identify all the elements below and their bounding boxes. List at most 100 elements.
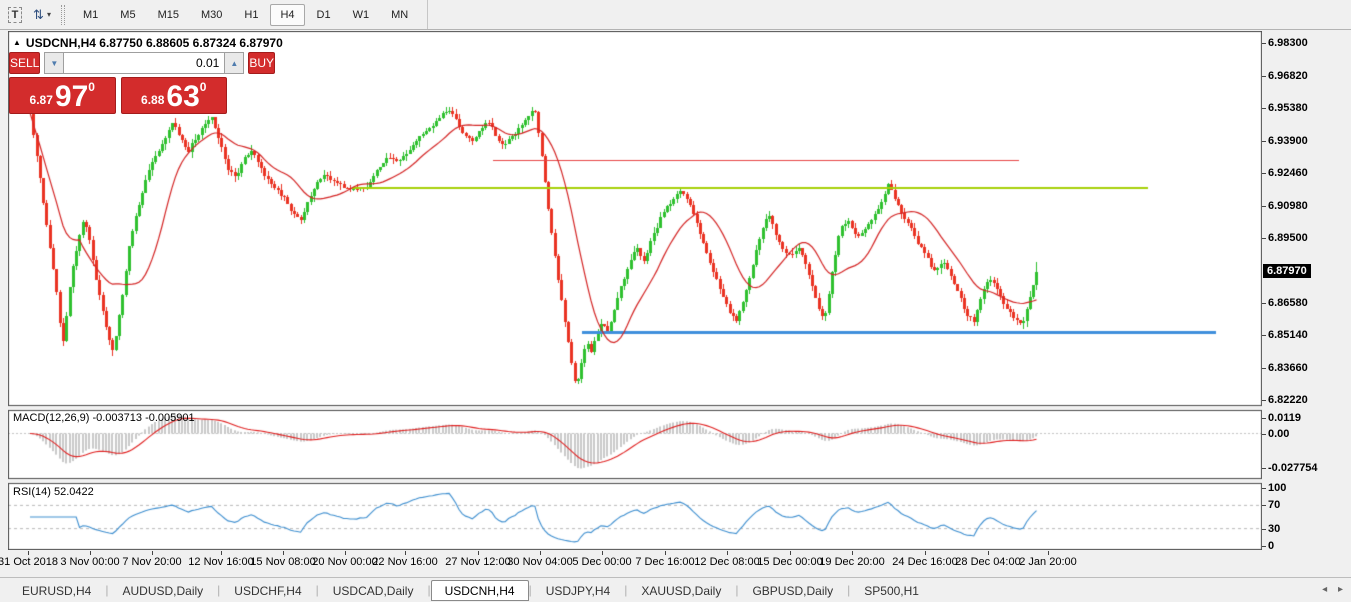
- date-tick-label: 12 Nov 16:00: [188, 556, 254, 568]
- date-tick-label: 31 Oct 2018: [0, 556, 58, 568]
- chart-tab-gbpusd-daily[interactable]: GBPUSD,Daily: [752, 583, 834, 598]
- date-tick-label: 22 Nov 16:00: [372, 556, 438, 568]
- one-click-trading-panel: SELL ▼ ▲ BUY 6.87 97 0 6.88 63 0: [9, 52, 276, 114]
- buy-price-pips: 63: [166, 80, 200, 113]
- date-tick-label: 5 Dec 00:00: [572, 556, 632, 568]
- axis-tick: [1262, 43, 1266, 44]
- timeframes-dropdown-button[interactable]: ⇅ ▾: [30, 3, 54, 27]
- tab-separator: |: [847, 583, 851, 597]
- axis-tick: [1262, 303, 1266, 305]
- axis-tick: [852, 551, 853, 555]
- timeframe-mn-button[interactable]: MN: [381, 4, 418, 26]
- timeframe-m15-button[interactable]: M15: [148, 4, 189, 26]
- tab-separator: |: [217, 583, 221, 597]
- chart-tab-usdchf-h4[interactable]: USDCHF,H4: [234, 583, 302, 598]
- chart-tab-sp500-h1[interactable]: SP500,H1: [864, 583, 919, 598]
- chart-tab-usdcad-daily[interactable]: USDCAD,Daily: [332, 583, 414, 598]
- chart-tab-audusd-daily[interactable]: AUDUSD,Daily: [122, 583, 204, 598]
- rsi-tick-label: 30: [1268, 522, 1281, 535]
- top-toolbar: T ⇅ ▾ M1 M5 M15 M30 H1 H4 D1 W1 MN: [0, 0, 1351, 30]
- chart-tab-eurusd-h4[interactable]: EURUSD,H4: [22, 583, 92, 598]
- sell-price-pips: 97: [54, 80, 89, 113]
- axis-tick: [405, 551, 406, 555]
- axis-tick: [1262, 399, 1266, 401]
- price-tick-label: 6.86580: [1268, 297, 1308, 310]
- axis-tick: [1262, 418, 1266, 420]
- date-tick-label: 7 Dec 16:00: [635, 556, 695, 568]
- chart-tab-bar: EURUSD,H4 | AUDUSD,Daily | USDCHF,H4 | USDCAD,…: [0, 577, 1351, 602]
- buy-price-point: 0: [199, 80, 207, 94]
- trade-controls-row: SELL ▼ ▲ BUY: [9, 52, 276, 74]
- volume-input[interactable]: [64, 52, 225, 74]
- axis-tick: [1048, 551, 1049, 555]
- date-tick-label: 20 Nov 00:00: [312, 556, 378, 568]
- axis-tick: [602, 551, 603, 555]
- date-tick-label: 27 Nov 12:00: [445, 556, 511, 568]
- tab-separator: |: [315, 583, 319, 597]
- rsi-tick-label: 100: [1268, 482, 1287, 494]
- chart-tabs: EURUSD,H4 | AUDUSD,Daily | USDCHF,H4 | USDCAD,…: [8, 579, 933, 601]
- sell-price-display[interactable]: 6.87 97 0: [9, 77, 116, 114]
- axis-tick: [28, 551, 29, 555]
- sell-price-point: 0: [88, 80, 95, 94]
- axis-tick: [1262, 488, 1266, 489]
- tab-separator: |: [105, 583, 109, 597]
- buy-button[interactable]: BUY: [248, 52, 276, 74]
- tab-scroll-right-icon[interactable]: ▸: [1337, 584, 1343, 595]
- arrows-icon: ⇅: [33, 6, 44, 22]
- volume-increase-button[interactable]: ▲: [224, 52, 245, 74]
- timeframe-d1-button[interactable]: D1: [307, 4, 341, 26]
- rsi-tick-label: 0: [1268, 540, 1275, 552]
- volume-stepper: ▼ ▲: [44, 52, 245, 74]
- volume-decrease-button[interactable]: ▼: [44, 52, 65, 74]
- timeframe-w1-button[interactable]: W1: [343, 4, 380, 26]
- axis-tick: [540, 551, 541, 555]
- date-tick-label: 2 Jan 20:00: [1019, 556, 1077, 568]
- date-tick-label: 28 Dec 04:00: [955, 556, 1021, 568]
- chart-tab-usdcnh-h4[interactable]: USDCNH,H4: [430, 579, 529, 601]
- axis-tick: [925, 551, 926, 555]
- macd-tick-label: 0.00: [1268, 427, 1290, 440]
- axis-tick: [1262, 335, 1266, 337]
- buy-price-display[interactable]: 6.88 63 0: [120, 77, 227, 114]
- date-tick-label: 12 Dec 08:00: [694, 556, 760, 568]
- macd-tick-label: -0.027754: [1268, 462, 1318, 475]
- tab-separator: |: [624, 583, 628, 597]
- chart-tab-usdjpy-h4[interactable]: USDJPY,H4: [545, 583, 611, 598]
- panel-collapse-icon[interactable]: ▲: [13, 38, 21, 47]
- timeframe-h1-button[interactable]: H1: [234, 4, 268, 26]
- chart-tab-xauusd-daily[interactable]: XAUUSD,Daily: [641, 583, 722, 598]
- toolbar-grip[interactable]: [61, 4, 65, 25]
- timeframe-m1-button[interactable]: M1: [73, 4, 108, 26]
- sell-button[interactable]: SELL: [9, 52, 41, 74]
- price-tick-label: 6.93900: [1268, 134, 1308, 147]
- axis-tick: [1262, 468, 1266, 470]
- sell-price-integer: 6.87: [29, 93, 53, 107]
- chevron-down-icon: ▾: [46, 10, 51, 19]
- buy-price-integer: 6.88: [141, 93, 165, 107]
- price-tick-label: 6.96820: [1268, 69, 1308, 82]
- current-price-label: 6.87970: [1263, 264, 1311, 279]
- price-tick-label: 6.82220: [1268, 393, 1308, 406]
- axis-tick: [1262, 172, 1266, 174]
- date-tick-label: 15 Nov 08:00: [250, 556, 316, 568]
- macd-tick-label: 0.0119: [1268, 412, 1302, 425]
- macd-indicator-label: MACD(12,26,9) -0.003713 -0.005901: [13, 412, 195, 424]
- axis-tick: [90, 551, 91, 555]
- price-tick-label: 6.83660: [1268, 362, 1308, 374]
- tab-scroll-left-icon[interactable]: ◂: [1322, 584, 1328, 595]
- price-chart-canvas[interactable]: [8, 31, 1262, 550]
- timeframe-m30-button[interactable]: M30: [191, 4, 232, 26]
- timeframe-m5-button[interactable]: M5: [110, 4, 145, 26]
- caret-up-icon: ▲: [230, 58, 239, 68]
- axis-tick: [790, 551, 791, 555]
- price-tick-label: 6.90980: [1268, 199, 1308, 212]
- tab-separator: |: [735, 583, 739, 597]
- axis-tick: [1262, 75, 1266, 77]
- date-tick-label: 24 Dec 16:00: [892, 556, 958, 568]
- rsi-tick-label: 70: [1268, 499, 1281, 512]
- text-tool-button[interactable]: T: [3, 3, 27, 27]
- caret-down-icon: ▼: [50, 58, 59, 68]
- axis-tick: [1262, 528, 1266, 530]
- timeframe-h4-button[interactable]: H4: [270, 3, 305, 26]
